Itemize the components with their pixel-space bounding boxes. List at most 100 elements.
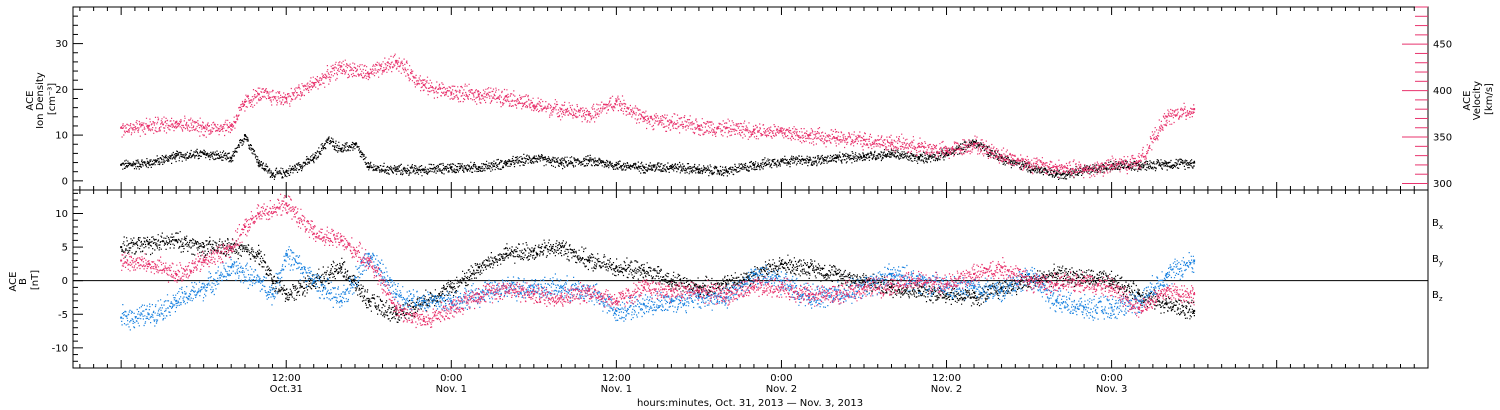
- data-point: [395, 306, 398, 309]
- time-axis-title: hours:minutes, Oct. 31, 2013 — Nov. 3, 2…: [637, 398, 863, 409]
- data-point: [1110, 286, 1113, 289]
- data-point: [1165, 115, 1168, 118]
- data-point: [587, 289, 590, 292]
- data-point: [725, 283, 728, 286]
- date-tick-label: Oct.31: [270, 384, 303, 395]
- data-point: [1000, 289, 1003, 292]
- y-tick-label: 450: [1433, 40, 1452, 51]
- data-point: [175, 272, 178, 275]
- data-point: [697, 124, 700, 127]
- data-point: [312, 156, 315, 159]
- field-axis-title-line-1: ACE: [8, 272, 19, 292]
- data-point: [505, 95, 508, 98]
- data-point: [257, 252, 260, 255]
- velocity-axis-title-line-1: ACE: [1462, 91, 1473, 111]
- data-point: [1055, 283, 1058, 286]
- data-point: [450, 286, 453, 289]
- data-point: [918, 145, 921, 148]
- velocity-series: [120, 53, 1196, 179]
- data-point: [395, 313, 398, 316]
- density-series: [120, 134, 1196, 180]
- y-tick-label: 400: [1433, 86, 1452, 97]
- density-axis-title: ACE Ion Density [cm⁻³]: [25, 69, 58, 129]
- data-point: [587, 259, 590, 262]
- data-point: [422, 84, 425, 87]
- data-point: [285, 97, 288, 100]
- data-point: [752, 128, 755, 131]
- data-point: [973, 140, 976, 143]
- data-point: [340, 266, 343, 269]
- data-point: [422, 319, 425, 322]
- data-point: [807, 296, 810, 299]
- data-point: [422, 299, 425, 302]
- data-point: [945, 286, 948, 289]
- data-point: [1000, 156, 1003, 159]
- data-point: [670, 279, 673, 282]
- data-point: [780, 262, 783, 265]
- data-point: [285, 252, 288, 255]
- data-point: [395, 168, 398, 171]
- data-point: [697, 168, 700, 171]
- magnetic-field-plot: [73, 193, 1428, 331]
- legend-bz: Bz: [1432, 290, 1443, 303]
- data-point: [367, 299, 370, 302]
- data-point: [973, 286, 976, 289]
- data-point: [918, 289, 921, 292]
- density-velocity-panel: 0 10 20 30 300 350 400 450 ACE Ion Density [cm…: [25, 6, 1495, 191]
- data-point: [532, 249, 535, 252]
- y-tick-label: -10: [52, 343, 68, 354]
- data-point: [340, 239, 343, 242]
- data-point: [1138, 160, 1141, 163]
- density-velocity-plot: [120, 53, 1196, 180]
- data-point: [450, 166, 453, 169]
- data-point: [697, 286, 700, 289]
- top-panel-x-ticks: [79, 7, 1429, 190]
- density-axis-title-line-3: [cm⁻³]: [47, 83, 58, 115]
- date-tick-label: Nov. 1: [436, 384, 467, 395]
- y-tick-label: 5: [62, 243, 68, 254]
- y-tick-label: 10: [55, 131, 68, 142]
- velocity-axis-title-line-2: Velocity: [1472, 81, 1483, 120]
- data-point: [532, 104, 535, 107]
- data-point: [120, 259, 123, 262]
- data-point: [202, 246, 205, 249]
- data-point: [175, 299, 178, 302]
- data-point: [175, 154, 178, 157]
- data-point: [862, 154, 865, 157]
- data-point: [670, 165, 673, 168]
- data-point: [147, 262, 150, 265]
- legend-by: By: [1432, 254, 1443, 267]
- data-point: [807, 266, 810, 269]
- scatter-cloud: [121, 135, 1196, 180]
- date-tick-label: Nov. 2: [931, 384, 962, 395]
- data-point: [560, 246, 563, 249]
- data-point: [120, 126, 123, 129]
- data-point: [890, 283, 893, 286]
- data-point: [945, 149, 948, 152]
- data-point: [1055, 272, 1058, 275]
- data-point: [560, 286, 563, 289]
- y-tick-label: 30: [55, 39, 68, 50]
- data-point: [1028, 162, 1031, 165]
- data-point: [450, 299, 453, 302]
- data-point: [477, 93, 480, 96]
- y-tick-label: 0: [62, 276, 68, 287]
- time-tick-label: 0:00: [440, 373, 462, 384]
- data-point: [175, 239, 178, 242]
- time-tick-label: 0:00: [770, 373, 792, 384]
- data-point: [147, 242, 150, 245]
- data-point: [175, 121, 178, 124]
- data-point: [120, 246, 123, 249]
- bz-series: [120, 193, 1196, 329]
- data-point: [670, 299, 673, 302]
- data-point: [1110, 279, 1113, 282]
- data-point: [271, 279, 274, 282]
- data-point: [505, 161, 508, 164]
- data-point: [367, 252, 370, 255]
- data-point: [890, 286, 893, 289]
- data-point: [243, 134, 246, 137]
- data-point: [890, 152, 893, 155]
- data-point: [615, 266, 618, 269]
- data-point: [835, 136, 838, 139]
